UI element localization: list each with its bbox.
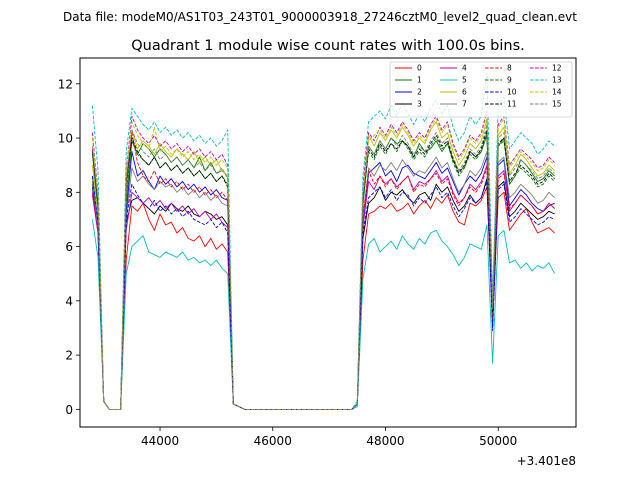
- plot-frame: [79, 57, 577, 428]
- legend-label-6: 6: [462, 88, 467, 97]
- series-line-8: [91, 132, 555, 410]
- y-tick-label: 12: [58, 77, 73, 91]
- legend-label-0: 0: [417, 64, 422, 73]
- chart-title: Quadrant 1 module wise count rates with …: [131, 38, 525, 54]
- y-tick-label: 0: [65, 403, 73, 417]
- legend-box: [389, 61, 573, 118]
- y-tick-label: 4: [65, 294, 73, 308]
- legend-label-7: 7: [462, 100, 467, 109]
- legend-label-4: 4: [462, 64, 467, 73]
- legend-label-15: 15: [552, 100, 562, 109]
- legend-label-3: 3: [417, 100, 422, 109]
- legend-label-11: 11: [507, 100, 517, 109]
- y-tick-label: 8: [65, 186, 73, 200]
- y-tick-label: 6: [65, 240, 73, 254]
- x-tick-label: 44000: [141, 434, 179, 448]
- x-offset-label: +3.401e8: [517, 454, 576, 468]
- series-line-14: [91, 113, 555, 410]
- legend-label-8: 8: [507, 64, 512, 73]
- chart-suptitle: Data file: modeM0/AS1T03_243T01_90000039…: [63, 10, 577, 24]
- x-tick-label: 48000: [366, 434, 404, 448]
- legend-label-9: 9: [507, 76, 512, 85]
- legend-label-13: 13: [552, 76, 562, 85]
- x-tick-label: 50000: [479, 434, 517, 448]
- y-tick-label: 2: [65, 349, 73, 363]
- legend-label-2: 2: [417, 88, 422, 97]
- legend-label-14: 14: [552, 88, 562, 97]
- legend-label-12: 12: [552, 64, 562, 73]
- legend-label-1: 1: [417, 76, 422, 85]
- x-tick-label: 46000: [254, 434, 292, 448]
- legend-label-10: 10: [507, 88, 517, 97]
- y-tick-label: 10: [58, 132, 73, 146]
- legend-label-5: 5: [462, 76, 467, 85]
